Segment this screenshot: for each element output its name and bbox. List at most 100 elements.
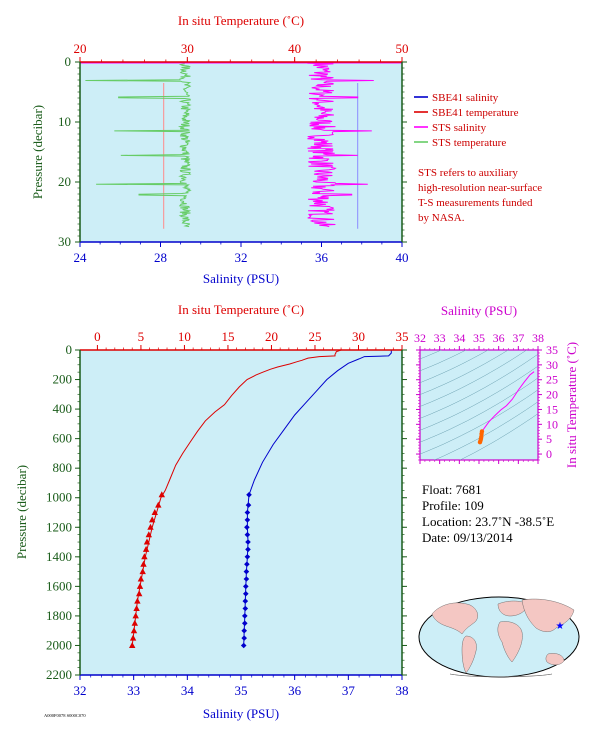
surface-sal-tick-label: 36 — [315, 250, 329, 265]
full-temp-tick-label: 30 — [352, 329, 365, 344]
map-land — [431, 598, 575, 678]
surface-left-axis-title: Pressure (decibar) — [30, 105, 45, 199]
legend-label: SBE41 temperature — [432, 107, 519, 119]
full-sal-tick-label: 33 — [127, 683, 140, 698]
isopycnal-line — [420, 365, 538, 431]
isopycnal-contours — [420, 350, 538, 460]
temperature-sample-marker — [129, 642, 136, 648]
isopycnal-line — [420, 377, 538, 443]
ts-temp-tick-label: 0 — [546, 447, 552, 461]
legend-note-line: high-resolution near-surface — [418, 182, 542, 194]
legend-note-line: by NASA. — [418, 212, 465, 224]
profile-number-text: Profile: 109 — [422, 498, 484, 513]
continent-north-america — [431, 602, 478, 635]
full-sal-tick-label: 38 — [396, 683, 409, 698]
temperature-sample-marker — [142, 545, 150, 552]
full-pressure-tick-label: 200 — [53, 372, 73, 387]
legend: SBE41 salinity SBE41 temperature STS salin… — [414, 92, 542, 224]
temperature-sample-marker — [145, 531, 152, 538]
full-profile-panel: 0 5 10 15 20 25 30 35 32 33 34 35 36 37 38 0 200 400 600 80… — [14, 302, 409, 721]
temperature-sample-marker — [158, 491, 165, 498]
temperature-sample-marker — [133, 605, 140, 611]
temperature-sample-marker — [141, 553, 148, 560]
salinity-sample-marker — [244, 524, 250, 531]
surface-pressure-tick-label: 0 — [65, 54, 72, 69]
isopycnal-line — [420, 350, 442, 360]
surface-sal-tick-label: 28 — [154, 250, 167, 265]
salinity-sample-marker — [243, 568, 250, 575]
temperature-sample-marker — [151, 509, 158, 515]
ts-sal-tick-label: 36 — [493, 331, 505, 345]
full-pressure-tick-label: 1400 — [46, 549, 72, 564]
salinity-sample-marker — [244, 509, 251, 516]
surface-plot-area — [79, 61, 403, 243]
salinity-sample-marker — [243, 583, 249, 590]
full-sal-tick-label: 34 — [181, 683, 195, 698]
salinity-sample-marker — [245, 502, 252, 508]
surface-temp-tick-label: 40 — [288, 41, 301, 56]
ts-right-axis-title: In situ Temperature (˚C) — [564, 342, 579, 468]
salinity-sample-marker — [244, 554, 251, 560]
full-pressure-tick-label: 800 — [53, 460, 73, 475]
isopycnal-line — [420, 350, 509, 395]
surface-sal-tick-label: 32 — [235, 250, 248, 265]
surface-temp-tick-label: 30 — [181, 41, 194, 56]
temperature-sample-marker — [136, 582, 144, 589]
full-pressure-tick-label: 600 — [53, 431, 73, 446]
full-axes-layer: 0 5 10 15 20 25 30 35 32 33 34 35 36 37 38 0 200 400 600 80… — [46, 329, 409, 698]
full-pressure-tick-label: 1000 — [46, 490, 72, 505]
temperature-sample-marker — [147, 523, 154, 530]
surface-top-axis-title: In situ Temperature (˚C) — [178, 13, 304, 28]
full-sal-tick-label: 37 — [342, 683, 356, 698]
full-temp-tick-label: 15 — [221, 329, 234, 344]
salinity-sample-marker — [244, 561, 250, 567]
ts-temp-tick-label: 20 — [546, 388, 558, 402]
ts-top-axis-title: Salinity (PSU) — [441, 303, 517, 318]
temperature-sample-marker — [143, 538, 151, 545]
ts-series-layer — [420, 350, 538, 460]
ts-sample-marker — [479, 429, 485, 434]
full-bottom-axis-title: Salinity (PSU) — [203, 706, 279, 721]
isopycnal-line — [420, 350, 467, 372]
full-temp-tick-label: 10 — [178, 329, 191, 344]
temperature-sample-marker — [136, 590, 143, 597]
surface-sal-tick-label: 24 — [74, 250, 88, 265]
salinity-sample-marker — [243, 591, 249, 597]
continent-antarctica — [449, 673, 553, 678]
surface-pressure-tick-label: 10 — [58, 114, 71, 129]
ts-sal-tick-label: 35 — [473, 331, 485, 345]
full-temp-tick-label: 25 — [308, 329, 321, 344]
temperature-sample-marker — [134, 597, 141, 604]
full-temp-tick-label: 0 — [94, 329, 101, 344]
temperature-sample-marker — [139, 568, 146, 575]
salinity-sample-marker — [244, 531, 251, 538]
continent-africa — [497, 621, 523, 663]
salinity-sample-marker — [242, 620, 248, 627]
temperature-sample-marker — [129, 634, 137, 641]
ts-temp-tick-label: 35 — [546, 343, 558, 357]
surface-pressure-tick-label: 20 — [58, 174, 71, 189]
temperature-sample-marker — [155, 501, 162, 508]
surface-bottom-axis-title: Salinity (PSU) — [203, 271, 279, 286]
full-plot-area — [79, 349, 403, 676]
footer-code: A000F0078 S000C070 — [44, 713, 86, 718]
full-pressure-tick-label: 1600 — [46, 578, 72, 593]
salinity-sample-marker — [240, 642, 247, 649]
full-pressure-tick-label: 2200 — [46, 667, 72, 682]
temperature-sample-marker — [131, 619, 138, 626]
surface-sal-tick-label: 40 — [396, 250, 409, 265]
surface-temp-tick-label: 20 — [74, 41, 87, 56]
salinity-sample-marker — [244, 517, 251, 523]
salinity-sample-marker — [245, 539, 251, 545]
ts-temp-tick-label: 10 — [546, 417, 558, 431]
isopycnal-line — [459, 413, 538, 460]
ts-temp-tick-label: 25 — [546, 373, 558, 387]
salinity-sample-marker — [243, 576, 250, 582]
ts-sal-tick-label: 32 — [414, 331, 426, 345]
legend-label: SBE41 salinity — [432, 92, 499, 104]
float-location-star: ★ — [556, 621, 565, 632]
salinity-sample-marker — [242, 598, 249, 604]
full-pressure-tick-label: 1800 — [46, 608, 72, 623]
